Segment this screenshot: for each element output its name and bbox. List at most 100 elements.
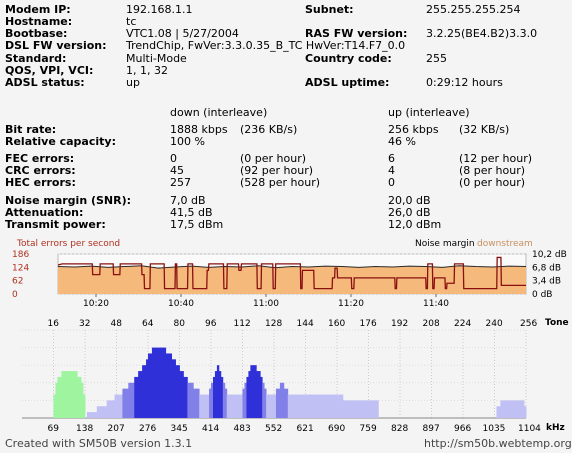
khz-tick-label: 828 — [391, 424, 408, 434]
info-value: TrendChip, FwVer:3.3.0.35_B_TC HwVer:T14… — [126, 39, 406, 52]
downstream-bar — [252, 365, 255, 418]
stat-up-extra: (32 KB/s) — [459, 123, 510, 136]
info-label: Country code: — [305, 52, 392, 65]
khz-axis-label: kHz — [546, 423, 565, 433]
info-label: Subnet: — [305, 3, 354, 16]
khz-tick-label: 414 — [202, 424, 219, 434]
stat-up: 20,0 dB — [388, 194, 431, 207]
stat-down: 17,5 dBm — [170, 218, 224, 231]
khz-tick-label: 138 — [76, 424, 93, 434]
downstream-bar — [510, 400, 513, 418]
khz-tick-label: 1035 — [483, 424, 506, 434]
downstream-bar — [313, 394, 316, 418]
downstream-bar — [149, 353, 153, 418]
downstream-bar — [209, 388, 212, 418]
downstream-bar — [266, 394, 269, 418]
tone-tick-label: 80 — [174, 319, 186, 329]
header-up: up (interleave) — [388, 106, 470, 119]
upstream-bar — [77, 376, 80, 418]
info-label: Standard: — [5, 52, 67, 65]
downstream-bar — [504, 400, 507, 418]
x-tick-label: 11:20 — [338, 299, 364, 308]
downstream-bar — [134, 376, 137, 418]
downstream-bar — [88, 412, 92, 418]
downstream-bar — [155, 347, 159, 418]
noise-margin-area — [58, 265, 526, 294]
downstream-bar — [319, 394, 322, 418]
downstream-bar — [315, 394, 318, 418]
info-value: 3.2.25(BE4.B2)3.3.0 — [426, 27, 538, 40]
downstream-bar — [132, 382, 135, 418]
upstream-bar — [75, 371, 78, 418]
downstream-bar — [226, 394, 230, 418]
downstream-bar — [372, 400, 375, 418]
downstream-bar — [167, 353, 171, 418]
downstream-bar — [151, 347, 155, 418]
errors-chart-title: Total errors per second — [17, 239, 121, 249]
downstream-bar — [138, 371, 141, 418]
downstream-bar — [262, 382, 265, 418]
tone-tick-label: 224 — [454, 319, 471, 329]
tone-tick-label: 240 — [486, 319, 503, 329]
footer-link[interactable]: http://sm50b.webtemp.org — [424, 437, 572, 450]
downstream-bar — [212, 376, 216, 418]
downstream-bar — [102, 406, 106, 418]
downstream-bar — [305, 394, 308, 418]
stat-up: 26,0 dB — [388, 206, 431, 219]
info-label: Bootbase: — [5, 27, 68, 40]
tone-axis-label: Tone — [545, 318, 569, 328]
upstream-bar — [73, 371, 76, 418]
downstream-bar — [236, 394, 239, 418]
downstream-bar — [110, 400, 113, 418]
downstream-bar — [368, 400, 371, 418]
upstream-bar — [67, 371, 70, 418]
downstream-bar — [128, 382, 131, 418]
downstream-bar — [240, 394, 243, 418]
downstream-bar — [173, 359, 176, 418]
downstream-bar — [299, 394, 302, 418]
downstream-bar — [191, 382, 194, 418]
downstream-bar — [187, 382, 190, 418]
info-label: Hostname: — [5, 15, 73, 28]
downstream-bar — [238, 394, 241, 418]
downstream-bar — [524, 406, 527, 418]
downstream-bar — [120, 394, 123, 418]
downstream-bar — [303, 394, 306, 418]
downstream-bar — [98, 406, 102, 418]
downstream-bar — [358, 400, 362, 418]
khz-tick-label: 966 — [454, 424, 471, 434]
downstream-bar — [153, 347, 157, 418]
stat-label: Bit rate: — [5, 123, 57, 136]
khz-tick-label: 690 — [328, 424, 345, 434]
stat-down: 1888 kbps — [170, 123, 228, 136]
downstream-bar — [179, 371, 182, 418]
tone-tick-label: 256 — [520, 319, 537, 329]
stat-down-extra: (92 per hour) — [240, 164, 314, 177]
stat-down: 0 — [170, 152, 177, 165]
downstream-bar — [86, 412, 90, 418]
downstream-bar — [311, 394, 314, 418]
downstream-bar — [329, 394, 332, 418]
stat-down: 257 — [170, 176, 191, 189]
tone-tick-label: 208 — [423, 319, 440, 329]
downstream-bar — [96, 406, 100, 418]
info-value: 255.255.255.254 — [426, 3, 521, 16]
khz-tick-label: 207 — [108, 424, 125, 434]
downstream-bar — [122, 388, 125, 418]
downstream-bar — [350, 400, 354, 418]
tone-tick-label: 112 — [234, 319, 251, 329]
tone-tick-label: 176 — [360, 319, 377, 329]
stat-label: Relative capacity: — [5, 135, 116, 148]
downstream-bar — [260, 376, 263, 418]
downstream-bar — [325, 394, 328, 418]
noise-chart-title: Noise margin — [415, 239, 475, 249]
info-value: 192.168.1.1 — [126, 3, 193, 16]
downstream-bar — [248, 371, 251, 418]
stat-up: 4 — [388, 164, 395, 177]
info-label: QOS, VPI, VCI: — [5, 64, 94, 77]
downstream-bar — [140, 371, 143, 418]
downstream-bar — [275, 388, 279, 418]
downstream-bar — [370, 400, 373, 418]
downstream-bar — [323, 394, 326, 418]
downstream-bar — [354, 400, 358, 418]
